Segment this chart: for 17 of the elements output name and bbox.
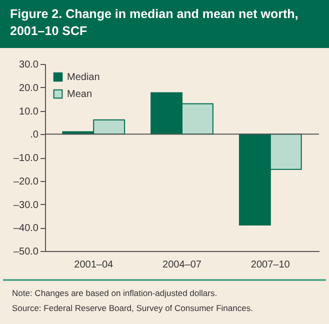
y-tick-label: 10.0 [19,106,39,118]
y-tick-label: –50.0 [13,246,39,258]
y-tick-label: .0 [30,130,39,141]
x-tick-label: 2007–10 [250,260,290,270]
legend-label: Median [67,72,100,83]
y-tick-label: –10.0 [13,153,39,164]
chart-title: Figure 2. Change in median and mean net worth, 2001–10 SCF [10,7,298,38]
y-tick-label: 20.0 [19,82,39,94]
text: Note: Changes are based on inflation-adjusted dollars. [12,288,218,298]
x-tick-label: 2001–04 [74,260,114,270]
x-tick-label: 2004–07 [162,260,202,270]
legend-label: Mean [67,89,92,100]
source-note: Source: Federal Reserve Board, Survey of Consumer Finances. [12,303,253,313]
y-tick-label: 30.0 [19,60,39,70]
y-tick-label: –40.0 [13,223,39,234]
y-tick-label: –30.0 [13,200,39,211]
y-tick-label: –20.0 [13,176,39,188]
